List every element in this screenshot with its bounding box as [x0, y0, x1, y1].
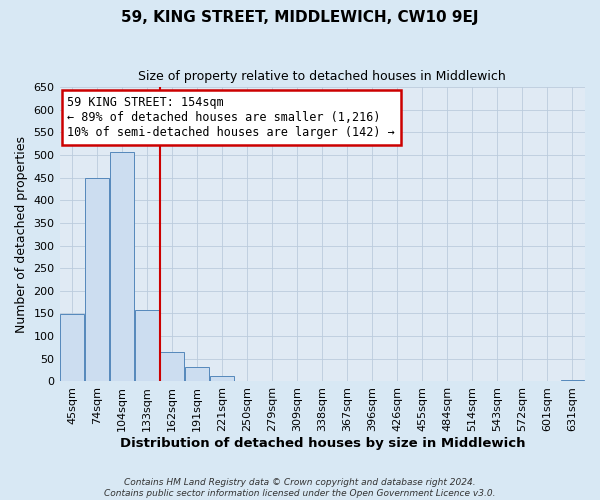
- Bar: [560, 380, 584, 382]
- Text: 59, KING STREET, MIDDLEWICH, CW10 9EJ: 59, KING STREET, MIDDLEWICH, CW10 9EJ: [121, 10, 479, 25]
- Text: Contains HM Land Registry data © Crown copyright and database right 2024.
Contai: Contains HM Land Registry data © Crown c…: [104, 478, 496, 498]
- Bar: [85, 178, 109, 382]
- Bar: [110, 152, 134, 382]
- Title: Size of property relative to detached houses in Middlewich: Size of property relative to detached ho…: [139, 70, 506, 83]
- Bar: [60, 314, 84, 382]
- Bar: [135, 310, 159, 382]
- Bar: [210, 376, 234, 382]
- Text: 59 KING STREET: 154sqm
← 89% of detached houses are smaller (1,216)
10% of semi-: 59 KING STREET: 154sqm ← 89% of detached…: [67, 96, 395, 139]
- Bar: [185, 368, 209, 382]
- Y-axis label: Number of detached properties: Number of detached properties: [15, 136, 28, 332]
- X-axis label: Distribution of detached houses by size in Middlewich: Distribution of detached houses by size …: [119, 437, 525, 450]
- Bar: [335, 380, 359, 382]
- Bar: [160, 352, 184, 382]
